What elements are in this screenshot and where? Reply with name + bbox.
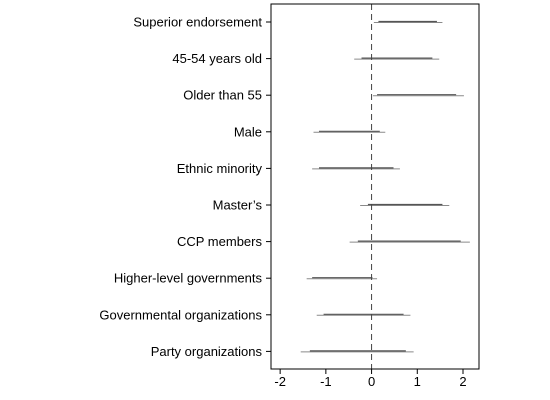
x-axis: -2 -1 0 1 2	[274, 369, 467, 389]
plot-area-frame	[270, 3, 480, 370]
confidence-intervals	[300, 20, 470, 353]
x-tick-label: 0	[368, 374, 375, 389]
x-tick-label: -2	[274, 374, 286, 389]
category-label: Older than 55	[183, 88, 262, 103]
category-label: Master’s	[213, 198, 263, 213]
category-labels: Superior endorsement 45-54 years old Older…	[99, 15, 271, 359]
category-label: Party organizations	[151, 344, 263, 359]
x-tick-label: 2	[459, 374, 466, 389]
category-label: 45-54 years old	[172, 51, 262, 66]
category-label: Governmental organizations	[99, 307, 262, 322]
x-tick-label: -1	[320, 374, 332, 389]
x-tick-label: 1	[414, 374, 421, 389]
category-label: Ethnic minority	[177, 161, 263, 176]
category-label: Higher-level governments	[114, 271, 263, 286]
category-label: Male	[234, 124, 262, 139]
category-label: Superior endorsement	[133, 15, 262, 30]
category-label: CCP members	[177, 234, 263, 249]
